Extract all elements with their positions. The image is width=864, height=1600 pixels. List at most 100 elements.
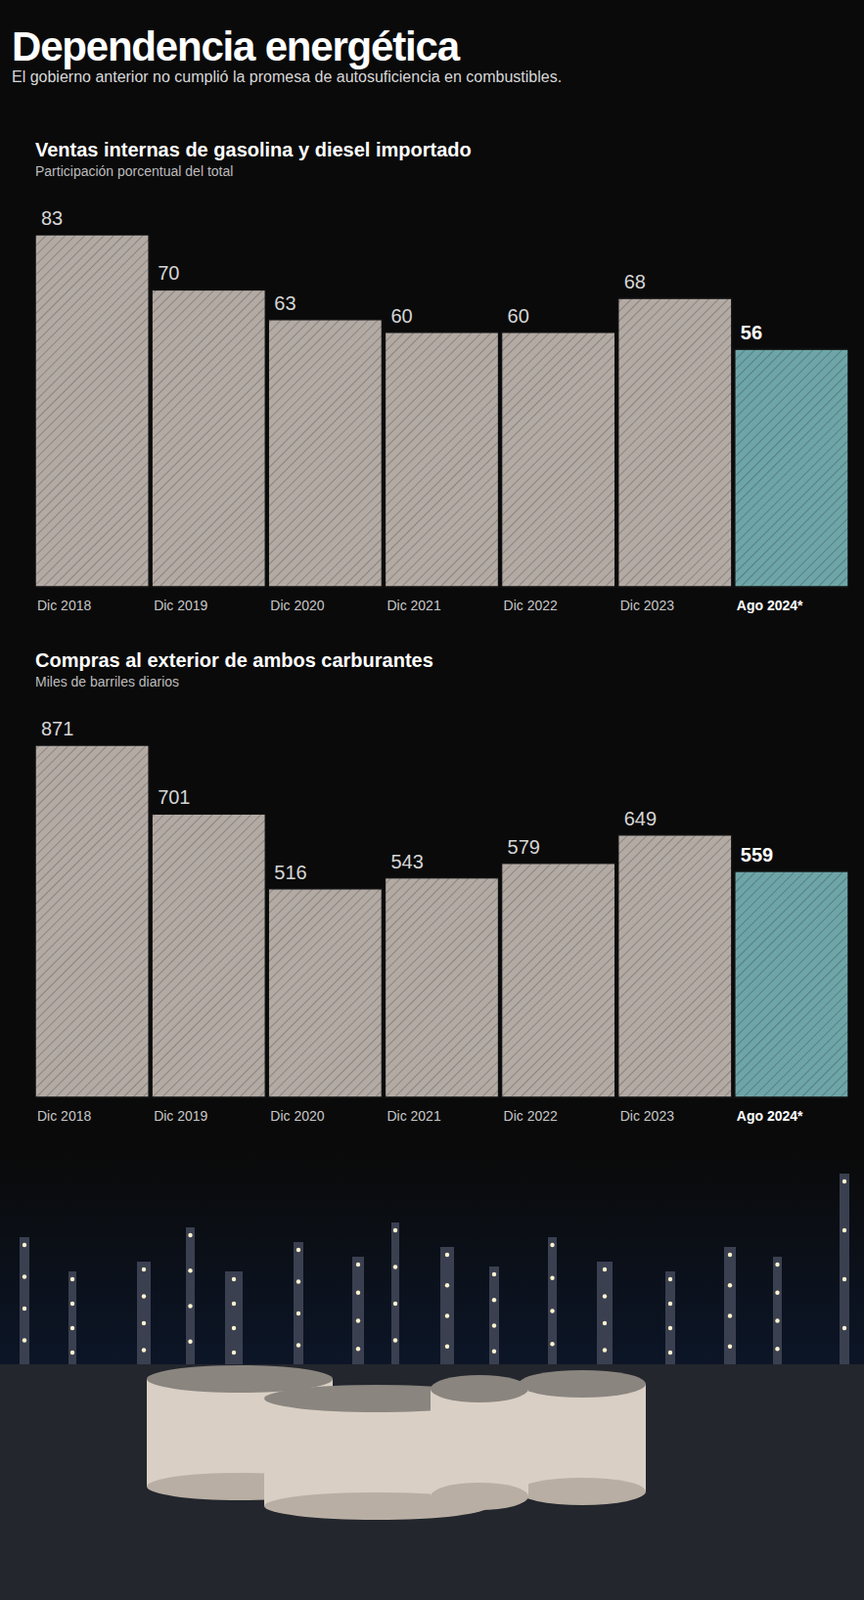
bar [35,234,149,588]
refinery-photo [0,1154,864,1600]
light [842,1326,847,1331]
tower [19,1237,30,1365]
tower [185,1227,195,1370]
light [842,1228,847,1233]
light [727,1283,732,1288]
light [492,1273,497,1277]
tower [489,1267,500,1370]
x-tick-label: Dic 2022 [503,1108,558,1125]
x-tick-label: Ago 2024* [736,1108,804,1125]
light [492,1298,497,1303]
chart-subtitle: Participación porcentual del total [35,163,233,180]
tower [293,1242,304,1370]
light [727,1314,732,1319]
light [231,1326,236,1331]
light [393,1302,398,1307]
tower [596,1262,613,1370]
light [668,1302,673,1307]
bar [734,871,849,1098]
light [356,1263,361,1268]
data-label: 83 [41,207,63,229]
tower [839,1174,850,1370]
bar [501,864,616,1098]
x-tick: Dic 2019 [153,1097,209,1125]
light [445,1253,450,1258]
tank [430,1389,529,1498]
tower [136,1262,151,1370]
light [492,1323,497,1328]
light [445,1345,450,1350]
light [187,1233,192,1238]
light [774,1318,779,1323]
tank-base [518,1478,646,1506]
data-label: 579 [507,836,541,859]
light [774,1263,779,1268]
light [22,1274,27,1279]
tower [724,1247,736,1370]
chart-title: Compras al exterior de ambos carburantes [35,649,434,672]
light [70,1277,75,1282]
data-label: 559 [740,844,774,866]
bar [501,332,616,588]
tower [440,1247,455,1370]
x-tick-label: Dic 2019 [153,1108,208,1125]
x-tick-label: Dic 2019 [153,597,208,614]
x-tick: Dic 2021 [386,1097,442,1125]
light [549,1243,554,1248]
x-tick: Dic 2019 [153,587,209,614]
light [22,1338,27,1343]
light [356,1347,361,1352]
data-label: 701 [157,786,190,809]
x-tick-label: Dic 2023 [620,597,675,614]
x-tick-label: Ago 2024* [736,597,804,614]
photo-ground [0,1154,864,1600]
light [492,1350,497,1355]
light [231,1277,236,1282]
bar [35,745,149,1098]
light [356,1318,361,1323]
data-label: 649 [624,808,657,830]
light [231,1351,236,1356]
x-tick: Dic 2020 [270,587,325,614]
light [296,1279,301,1284]
bar [618,298,732,588]
light [187,1269,192,1274]
x-tick: Dic 2023 [620,587,676,614]
bar [268,319,382,588]
light [296,1312,301,1317]
x-tick: Ago 2024* [736,587,804,614]
data-label: 516 [273,862,307,884]
x-axis-line [36,587,850,589]
chart-panel: Compras al exterior de ambos carburantes… [35,649,850,1125]
bar [384,878,499,1098]
light [445,1283,450,1288]
light [187,1304,192,1309]
x-tick: Dic 2022 [503,1097,559,1125]
x-tick: Dic 2023 [620,1097,676,1125]
light [774,1347,779,1352]
light [445,1314,450,1319]
x-tick-label: Dic 2021 [386,1108,441,1125]
tank [518,1384,646,1493]
x-tick-label: Dic 2018 [37,597,91,614]
tower [547,1237,557,1370]
chart-panel: Ventas internas de gasolina y diesel imp… [35,138,850,614]
bar [734,349,849,588]
light [727,1345,732,1350]
light [231,1302,236,1307]
light [668,1351,673,1356]
x-axis: Dic 2018Dic 2019Dic 2020Dic 2021Dic 2022… [36,587,850,614]
tower [352,1257,364,1370]
bar [618,835,732,1098]
light [727,1253,732,1258]
tank-base [430,1483,529,1511]
light [602,1321,607,1326]
light [549,1276,554,1281]
x-tick: Ago 2024* [736,1097,804,1125]
yard [0,1364,864,1600]
data-label: 871 [41,718,74,740]
tank-roof [430,1375,529,1404]
x-axis: Dic 2018Dic 2019Dic 2020Dic 2021Dic 2022… [36,1097,850,1125]
bar [151,289,266,588]
light [842,1277,847,1282]
